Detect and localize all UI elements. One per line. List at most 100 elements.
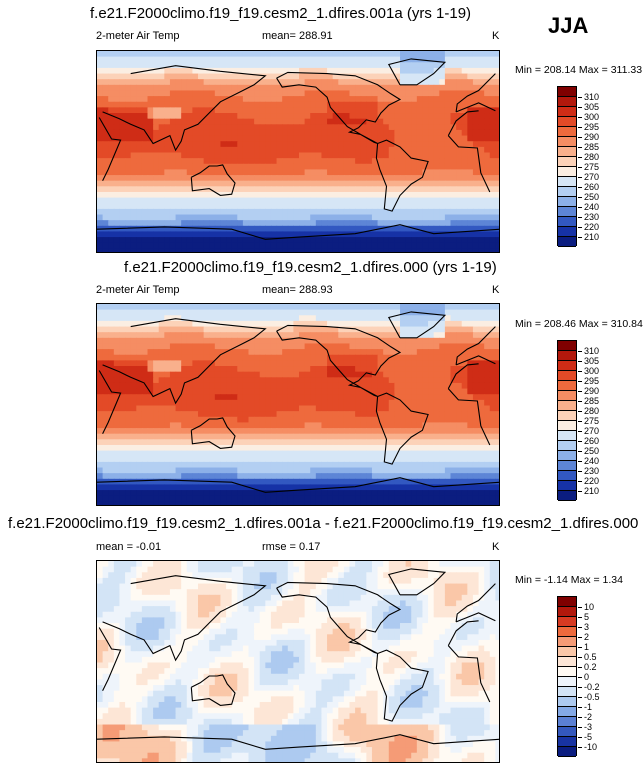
- map-cell: [136, 349, 143, 356]
- map-cell: [456, 135, 463, 142]
- map-cell: [125, 203, 132, 210]
- map-cell: [360, 62, 367, 69]
- map-cell: [371, 135, 379, 142]
- map-cell: [282, 366, 289, 373]
- map-cell: [489, 169, 496, 176]
- map-cell: [332, 382, 339, 390]
- map-cell: [467, 118, 474, 125]
- map-cell: [366, 79, 373, 86]
- map-cell: [164, 484, 171, 491]
- map-cell: [282, 354, 289, 361]
- map-cell: [377, 67, 384, 75]
- map-cell: [248, 433, 255, 440]
- map-cell: [444, 473, 452, 480]
- map-cell: [338, 180, 345, 187]
- map-cell: [405, 90, 412, 97]
- map-cell: [169, 461, 177, 469]
- map-cell: [282, 101, 289, 108]
- map-cell: [310, 343, 317, 350]
- map-cell: [136, 67, 143, 75]
- map-cell: [192, 163, 199, 171]
- map-cell: [192, 84, 199, 92]
- map-cell: [276, 225, 283, 233]
- map-cell: [265, 163, 272, 171]
- map-cell: [136, 394, 143, 401]
- map-cell: [444, 456, 452, 463]
- map-cell: [265, 51, 272, 58]
- map-cell: [467, 366, 474, 373]
- map-cell: [472, 169, 480, 176]
- map-cell: [444, 394, 452, 401]
- map-cell: [422, 349, 429, 356]
- map-cell: [130, 62, 137, 69]
- map-cell: [472, 124, 480, 131]
- map-cell: [461, 382, 468, 390]
- map-cell: [310, 231, 317, 238]
- map-cell: [489, 90, 496, 97]
- map-cell: [428, 360, 435, 367]
- map-cell: [164, 90, 171, 97]
- map-cell: [158, 349, 165, 356]
- map-cell: [209, 197, 216, 204]
- map-cell: [327, 113, 334, 120]
- map-cell: [321, 231, 328, 238]
- map-cell: [108, 439, 115, 446]
- map-cell: [444, 377, 452, 384]
- map-cell: [388, 51, 395, 58]
- map-cell: [237, 208, 244, 216]
- map-cell: [327, 422, 334, 429]
- map-cell: [175, 337, 182, 345]
- map-cell: [332, 315, 339, 322]
- map-cell: [495, 343, 499, 350]
- map-cell: [125, 96, 132, 103]
- map-cell: [456, 62, 463, 69]
- map-cell: [209, 248, 216, 252]
- map-cell: [97, 175, 104, 182]
- map-cell: [444, 354, 452, 361]
- map-cell: [198, 332, 205, 339]
- map-cell: [377, 158, 384, 165]
- map-cell: [186, 444, 193, 452]
- map-cell: [237, 248, 244, 252]
- map-cell: [343, 169, 351, 176]
- map-cell: [472, 191, 480, 199]
- map-cell: [136, 231, 143, 238]
- map-cell: [338, 220, 345, 227]
- map-cell: [153, 343, 160, 350]
- map-cell: [259, 416, 266, 424]
- map-cell: [226, 84, 233, 92]
- map-cell: [209, 62, 216, 69]
- map-cell: [343, 214, 351, 221]
- map-cell: [169, 349, 177, 356]
- map-cell: [349, 225, 356, 233]
- map-cell: [164, 214, 171, 221]
- map-cell: [388, 399, 395, 407]
- map-cell: [265, 467, 272, 474]
- map-cell: [416, 191, 424, 199]
- map-cell: [97, 450, 104, 457]
- map-cell: [472, 163, 480, 171]
- map-cell: [495, 73, 499, 80]
- map-cell: [456, 450, 463, 457]
- map-cell: [203, 220, 210, 227]
- map-cell: [226, 135, 233, 142]
- map-cell: [484, 428, 491, 435]
- map-cell: [394, 225, 401, 233]
- map-cell: [383, 124, 390, 131]
- map-cell: [456, 377, 463, 384]
- map-cell: [203, 450, 210, 457]
- map-cell: [231, 158, 238, 165]
- map-cell: [259, 146, 266, 154]
- map-cell: [153, 180, 160, 187]
- map-cell: [450, 343, 457, 350]
- map-cell: [366, 51, 373, 58]
- map-cell: [444, 180, 452, 187]
- map-cell: [169, 371, 177, 378]
- map-cell: [125, 405, 132, 412]
- map-cell: [203, 129, 210, 137]
- map-cell: [231, 208, 238, 216]
- map-cell: [332, 343, 339, 350]
- map-cell: [175, 163, 182, 171]
- map-cell: [119, 107, 126, 114]
- map-cell: [304, 152, 311, 159]
